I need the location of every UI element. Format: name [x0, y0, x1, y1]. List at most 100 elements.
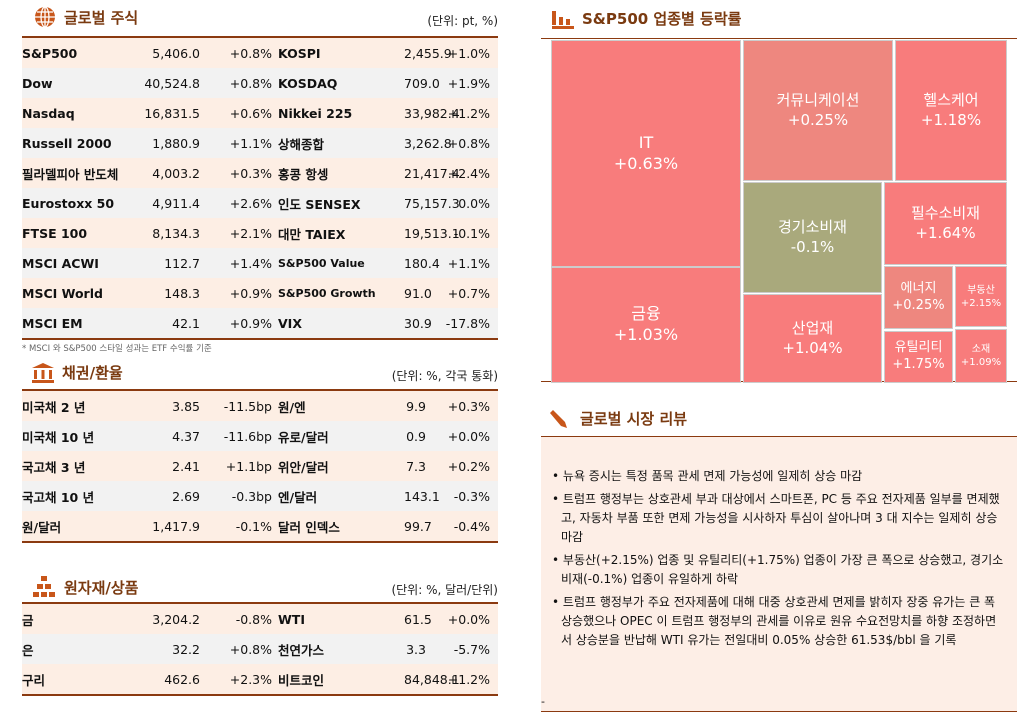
- name-cell: 국고채 3 년: [22, 459, 86, 475]
- table-row: 미국채 10 년 4.37 -11.6bp 유로/달러 0.9 +0.0%: [22, 421, 498, 451]
- name-cell: Dow: [22, 75, 53, 91]
- bonds-unit: (단위: %, 각국 통화): [391, 369, 498, 383]
- value-cell: 2,455.9: [404, 45, 452, 61]
- table-row: MSCI World 148.3 +0.9% S&P500 Growth 91.0 +0.…: [22, 278, 498, 308]
- change-cell: +0.9%: [229, 285, 272, 301]
- sector-treemap: IT +0.63% 금융 +1.03% 커뮤니케이션 +0.25% 헬스케어 +1.18% 경기…: [541, 38, 1017, 383]
- treemap-tile[interactable]: 금융 +1.03%: [551, 267, 741, 383]
- name-cell: 천연가스: [278, 642, 325, 658]
- treemap-tile[interactable]: 산업재 +1.04%: [743, 294, 882, 383]
- name-cell: 홍콩 항셍: [278, 166, 329, 182]
- treemap-header: S&P500 업종별 등락률: [552, 8, 741, 29]
- value-cell: 16,831.5: [144, 105, 200, 121]
- tile-value: +2.15%: [960, 297, 1002, 309]
- review-title: 글로벌 시장 리뷰: [580, 410, 688, 428]
- table-row: 원/달러 1,417.9 -0.1% 달러 인덱스 99.7 -0.4%: [22, 511, 498, 541]
- treemap-tile[interactable]: 에너지 +0.25%: [884, 266, 953, 329]
- value-cell: 42.1: [172, 315, 200, 331]
- stocks-note: * MSCI 와 S&P500 스타일 성과는 ETF 수익률 기준: [22, 344, 212, 354]
- change-cell: -17.8%: [445, 315, 490, 331]
- value-cell: 9.9: [406, 398, 426, 414]
- stocks-unit: (단위: pt, %): [427, 14, 498, 28]
- tile-value: +1.64%: [915, 223, 976, 242]
- value-cell: 61.5: [404, 611, 432, 627]
- commodities-unit: (단위: %, 달러/단위): [391, 583, 498, 597]
- tile-value: +0.25%: [892, 297, 945, 313]
- tile-sector: 필수소비재: [910, 204, 980, 222]
- name-cell: 원/엔: [278, 399, 306, 415]
- change-cell: +0.3%: [447, 398, 490, 414]
- change-cell: -11.5bp: [223, 398, 272, 414]
- table-row: MSCI EM 42.1 +0.9% VIX 30.9 -17.8%: [22, 308, 498, 338]
- change-cell: +0.8%: [229, 45, 272, 61]
- change-cell: +2.3%: [229, 671, 272, 687]
- treemap-tile[interactable]: 경기소비재 -0.1%: [743, 182, 882, 293]
- table-row: 필라델피아 반도체 4,003.2 +0.3% 홍콩 항셍 21,417.4 +2.4%: [22, 158, 498, 188]
- treemap-tile[interactable]: 부동산 +2.15%: [955, 266, 1007, 327]
- change-cell: -11.6bp: [223, 428, 272, 444]
- treemap-tile[interactable]: 소재 +1.09%: [955, 329, 1007, 383]
- name-cell: 원/달러: [22, 519, 62, 535]
- treemap-tile[interactable]: 커뮤니케이션 +0.25%: [743, 40, 893, 181]
- commodities-table: 금 3,204.2 -0.8% WTI 61.5 +0.0% 은 32.2 +0.8% 천연가스 3…: [22, 602, 498, 696]
- change-cell: +0.8%: [229, 75, 272, 91]
- bonds-table: 미국채 2 년 3.85 -11.5bp 원/엔 9.9 +0.3% 미국채 10 년 4.3…: [22, 389, 498, 543]
- value-cell: 33,982.4: [404, 105, 460, 121]
- change-cell: -0.8%: [235, 611, 272, 627]
- treemap-tile[interactable]: 필수소비재 +1.64%: [884, 182, 1007, 265]
- change-cell: +0.8%: [447, 135, 490, 151]
- commodities-header: 원자재/상품: [32, 576, 138, 598]
- review-panel: 뉴욕 증시는 특정 품목 관세 면제 가능성에 일제히 상승 마감 트럼프 행정…: [541, 436, 1017, 712]
- tile-sector: 커뮤니케이션: [776, 91, 860, 109]
- name-cell: VIX: [278, 315, 302, 331]
- treemap-tile[interactable]: 유틸리티 +1.75%: [884, 331, 953, 383]
- value-cell: 32.2: [172, 641, 200, 657]
- value-cell: 1,880.9: [152, 135, 200, 151]
- review-header: 글로벌 시장 리뷰: [548, 408, 687, 429]
- value-cell: 30.9: [404, 315, 432, 331]
- change-cell: +2.6%: [229, 195, 272, 211]
- name-cell: FTSE 100: [22, 225, 88, 241]
- table-row: 국고채 3 년 2.41 +1.1bp 위안/달러 7.3 +0.2%: [22, 451, 498, 481]
- tile-sector: 산업재: [791, 319, 834, 337]
- value-cell: 2.41: [172, 458, 200, 474]
- treemap-tile[interactable]: IT +0.63%: [551, 40, 741, 267]
- value-cell: 2.69: [172, 488, 200, 504]
- tile-value: -0.1%: [790, 237, 835, 256]
- change-cell: -0.4%: [453, 518, 490, 534]
- change-cell: +2.1%: [229, 225, 272, 241]
- tile-sector: 소재: [971, 344, 991, 355]
- change-cell: +1.1%: [229, 135, 272, 151]
- name-cell: 인도 SENSEX: [278, 196, 361, 212]
- pen-icon: [550, 409, 567, 428]
- table-row: FTSE 100 8,134.3 +2.1% 대만 TAIEX 19,513.1 -0.1…: [22, 218, 498, 248]
- value-cell: 4,003.2: [152, 165, 200, 181]
- value-cell: 3.85: [172, 398, 200, 414]
- value-cell: 99.7: [404, 518, 432, 534]
- table-row: 금 3,204.2 -0.8% WTI 61.5 +0.0%: [22, 604, 498, 634]
- name-cell: 금: [22, 612, 34, 628]
- value-cell: 19,513.1: [404, 225, 460, 241]
- change-cell: 0.0%: [458, 195, 490, 211]
- bonds-header: 채권/환율: [32, 362, 123, 383]
- name-cell: 미국채 10 년: [22, 429, 95, 445]
- tile-value: +0.25%: [787, 110, 849, 129]
- stocks-title: 글로벌 주식: [64, 8, 139, 27]
- value-cell: 143.1: [404, 488, 440, 504]
- change-cell: +0.8%: [229, 641, 272, 657]
- value-cell: 3.3: [406, 641, 426, 657]
- treemap-tile[interactable]: 헬스케어 +1.18%: [895, 40, 1007, 181]
- change-cell: -0.1%: [453, 225, 490, 241]
- change-cell: +0.0%: [447, 428, 490, 444]
- treemap-title: S&P500 업종별 등락률: [582, 10, 742, 28]
- change-cell: +1.1%: [447, 255, 490, 271]
- name-cell: Nikkei 225: [278, 105, 353, 121]
- change-cell: +0.6%: [229, 105, 272, 121]
- change-cell: +2.4%: [447, 165, 490, 181]
- name-cell: 대만 TAIEX: [278, 226, 346, 242]
- value-cell: 4.37: [172, 428, 200, 444]
- value-cell: 91.0: [404, 285, 432, 301]
- change-cell: +0.2%: [447, 458, 490, 474]
- change-cell: -0.3%: [453, 488, 490, 504]
- value-cell: 112.7: [164, 255, 200, 271]
